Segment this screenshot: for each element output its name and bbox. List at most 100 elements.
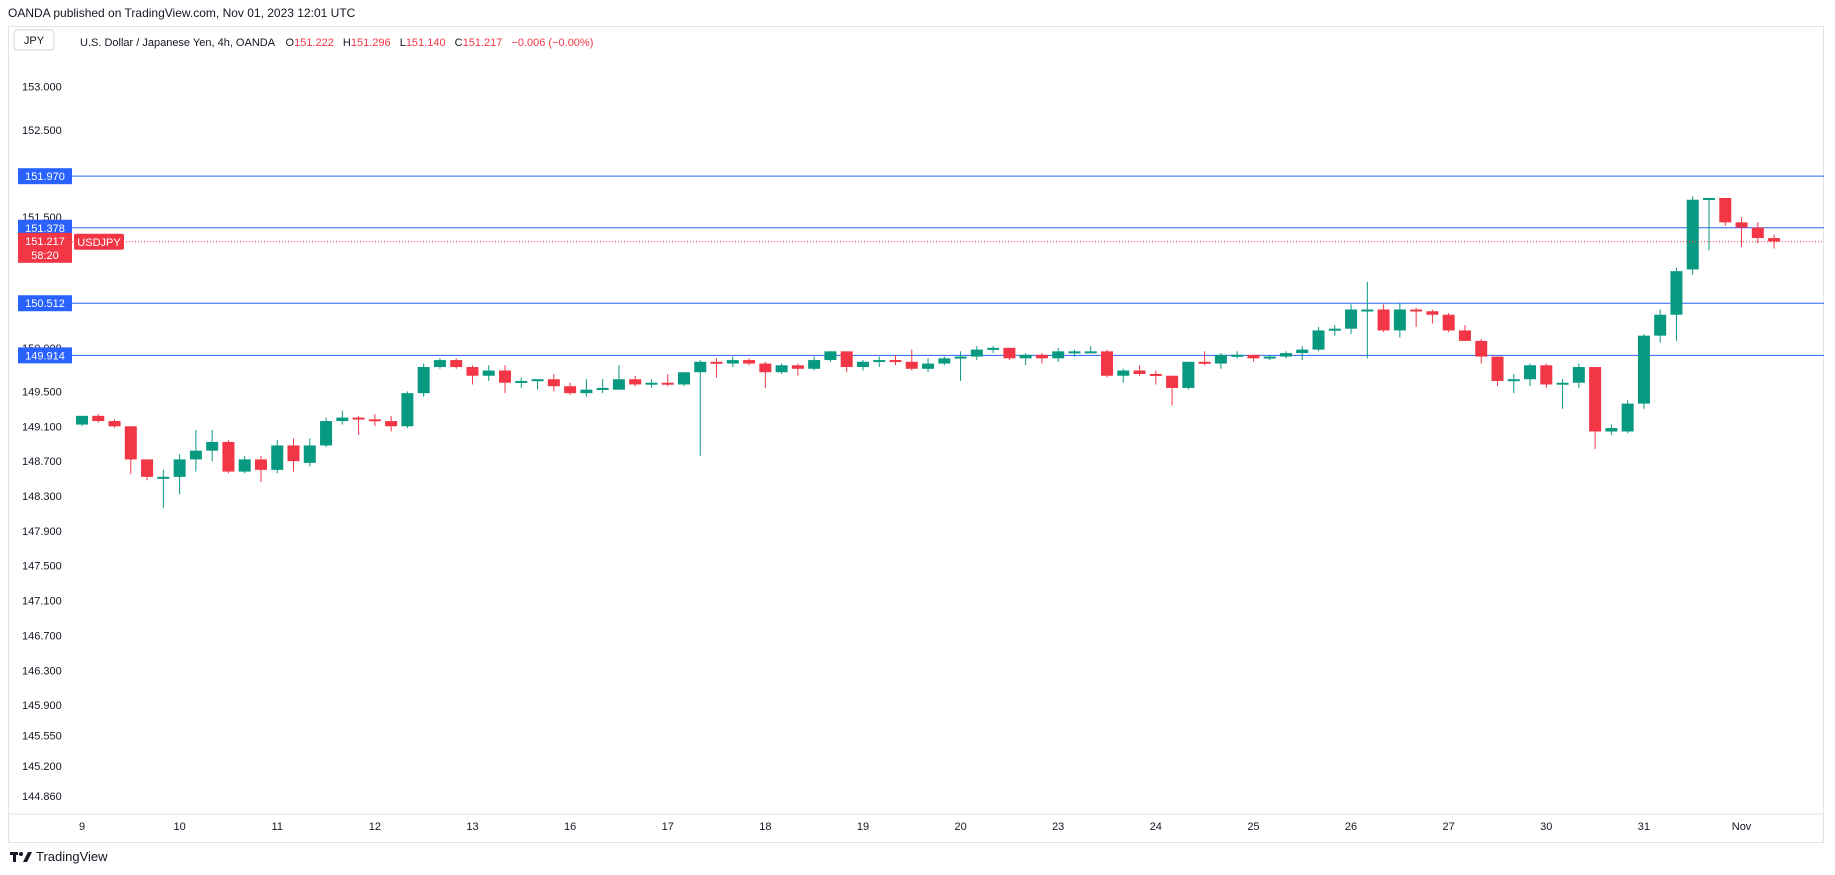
candle-body <box>840 351 853 368</box>
plot-area[interactable]: 153.000152.500151.500150.000149.500149.1… <box>18 81 1824 833</box>
instrument-name: U.S. Dollar / Japanese Yen, 4h, OANDA <box>80 37 276 49</box>
candle-body <box>401 393 414 427</box>
candle <box>1410 307 1423 327</box>
candle <box>1182 361 1195 390</box>
candle <box>1377 304 1390 333</box>
candle <box>1572 363 1585 388</box>
candle <box>450 358 463 369</box>
high-value: 151.296 <box>351 37 391 49</box>
candle <box>1312 326 1325 352</box>
x-tick-label: 10 <box>173 821 185 833</box>
candle <box>1768 234 1781 249</box>
candle <box>1101 349 1114 378</box>
candle-body <box>1182 361 1195 388</box>
candle <box>987 346 1000 354</box>
candle-body <box>612 379 625 390</box>
y-tick-label: 145.550 <box>22 731 62 743</box>
candle <box>271 440 284 474</box>
candle-body <box>1686 199 1699 270</box>
candle <box>1556 379 1569 409</box>
x-tick-label: 31 <box>1638 821 1650 833</box>
candle <box>254 455 267 483</box>
candle <box>108 419 121 429</box>
y-tick-label: 147.900 <box>22 526 62 538</box>
y-tick-label: 145.200 <box>22 761 62 773</box>
low-value: 151.140 <box>406 37 446 49</box>
candle-body <box>759 363 772 373</box>
candle-body <box>661 382 674 385</box>
candle-body <box>694 361 707 373</box>
candle <box>1166 375 1179 406</box>
y-tick-label: 149.100 <box>22 421 62 433</box>
level-price-label: 150.512 <box>25 298 65 310</box>
candle-body <box>1019 354 1032 359</box>
legend-row: U.S. Dollar / Japanese Yen, 4h, OANDA O 1… <box>80 37 593 49</box>
candle <box>320 417 333 448</box>
chart-frame <box>8 26 1824 843</box>
candle-body <box>466 367 479 376</box>
y-tick-label: 149.500 <box>22 386 62 398</box>
candle-body <box>889 360 902 363</box>
candle-body <box>970 349 983 357</box>
candle <box>499 365 512 394</box>
candle-body <box>1101 351 1114 376</box>
candle-body <box>1524 365 1537 380</box>
candle-body <box>1263 356 1276 359</box>
level-price-tag <box>18 295 72 312</box>
candle-body <box>482 370 495 376</box>
candle <box>629 375 642 387</box>
level-price-label: 151.378 <box>25 223 65 235</box>
candle <box>596 379 609 394</box>
candle-body <box>1735 222 1748 228</box>
candle <box>808 356 821 371</box>
candle-body <box>385 421 398 427</box>
candle-body <box>1703 197 1715 200</box>
candle <box>970 346 983 361</box>
candle-body <box>1637 335 1650 404</box>
candle <box>1458 325 1471 341</box>
candle <box>1328 325 1341 336</box>
candle-body <box>124 426 137 460</box>
candle <box>1507 374 1520 394</box>
current-price-label: 151.217 <box>25 236 65 248</box>
candle-body <box>1507 379 1520 382</box>
x-tick-label: 17 <box>662 821 674 833</box>
candle-body <box>547 379 560 387</box>
candle-body <box>1393 309 1406 331</box>
current-price-tag <box>18 232 72 263</box>
candle-body <box>1328 328 1341 331</box>
candle-body <box>1312 330 1325 350</box>
candle <box>157 469 170 509</box>
currency-button-label: JPY <box>24 35 45 47</box>
y-tick-label: 146.700 <box>22 630 62 642</box>
open-label: O <box>286 37 295 49</box>
candle-body <box>157 476 170 479</box>
candle-body <box>238 459 251 472</box>
candle-body <box>938 358 951 364</box>
candle-body <box>856 361 869 368</box>
low-label: L <box>400 37 406 49</box>
candle <box>1751 222 1764 244</box>
high-label: H <box>343 37 351 49</box>
candle <box>873 356 886 368</box>
candle <box>612 365 625 390</box>
candle-body <box>1719 197 1732 223</box>
candle-body <box>417 367 430 394</box>
candle-body <box>222 441 235 472</box>
level-price-label: 149.914 <box>25 350 65 362</box>
candle <box>1589 367 1602 449</box>
change-value: −0.006 (−0.00%) <box>511 37 593 49</box>
candle-body <box>1426 311 1439 315</box>
candle-body <box>1458 330 1471 341</box>
candle <box>417 363 430 397</box>
candle-body <box>873 360 886 363</box>
candle <box>1345 304 1358 334</box>
candle-body <box>1296 349 1309 354</box>
currency-button[interactable]: JPY <box>13 29 55 51</box>
footer-brand[interactable]: TradingView <box>10 849 108 864</box>
candle-body <box>743 360 756 364</box>
candle-body <box>320 421 333 446</box>
candle <box>1540 363 1553 388</box>
symbol-tag <box>74 233 124 250</box>
